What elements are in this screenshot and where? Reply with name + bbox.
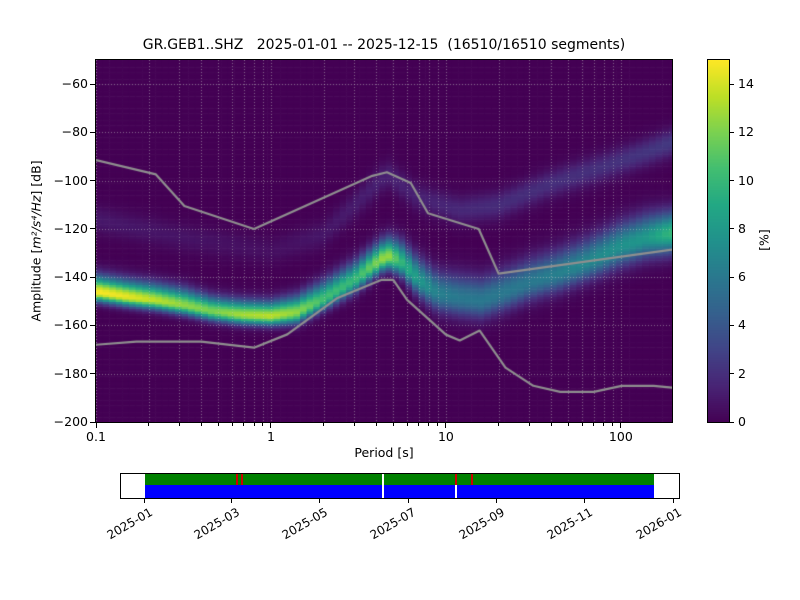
timeline-tick <box>673 499 675 503</box>
colorbar-tick <box>730 421 734 423</box>
x-tick-label: 0.1 <box>86 429 106 444</box>
x-axis-minor-tick <box>353 423 355 426</box>
timeline-date-label: 2025-09 <box>456 505 507 543</box>
colorbar-label: [%] <box>756 229 772 251</box>
y-axis-tick <box>90 373 95 375</box>
plot-title: GR.GEB1..SHZ 2025-01-01 -- 2025-12-15 (1… <box>142 37 626 53</box>
x-axis-minor-tick <box>243 423 245 426</box>
colorbar-tick-label: 12 <box>738 124 754 140</box>
x-axis-minor-tick <box>200 423 202 426</box>
x-axis-minor-tick <box>392 423 394 426</box>
y-tick-label: −140 <box>53 269 88 285</box>
x-axis-minor-tick <box>567 423 569 426</box>
data-gap <box>454 485 457 498</box>
timeline-tick <box>144 499 146 503</box>
timeline-tick <box>496 499 498 503</box>
x-axis-minor-tick <box>231 423 233 426</box>
colorbar-tick <box>730 324 734 326</box>
colorbar-tick-label: 10 <box>738 172 754 188</box>
segments-gap <box>381 474 384 485</box>
x-axis-minor-tick <box>428 423 430 426</box>
colorbar-tick-label: 14 <box>738 76 754 92</box>
timeline-date-label: 2025-11 <box>544 505 595 543</box>
x-tick-label: 10 <box>437 429 454 444</box>
y-axis-tick <box>90 276 95 278</box>
x-axis-minor-tick <box>262 423 264 426</box>
colorbar-tick <box>730 180 734 182</box>
data-gap <box>381 485 384 498</box>
y-axis-tick <box>90 131 95 133</box>
y-tick-label: −200 <box>53 414 88 429</box>
timeline-date-label: 2025-03 <box>191 505 242 543</box>
ppsd-heatmap-canvas <box>96 60 672 422</box>
colorbar-tick <box>730 131 734 133</box>
x-axis-tick <box>445 423 447 428</box>
x-axis-minor-tick <box>375 423 377 426</box>
timeline-tick <box>584 499 586 503</box>
x-axis-label: Period [s] <box>354 445 414 460</box>
gap-marker <box>240 474 243 485</box>
x-axis-minor-tick <box>148 423 150 426</box>
x-axis-minor-tick <box>418 423 420 426</box>
timeline-date-label: 2025-01 <box>104 505 155 543</box>
x-axis-minor-tick <box>612 423 614 426</box>
x-axis-tick <box>270 423 272 428</box>
y-tick-label: −120 <box>53 220 88 236</box>
timeline-date-label: 2025-07 <box>367 505 419 543</box>
colorbar-tick <box>730 276 734 278</box>
gap-marker <box>470 474 473 485</box>
y-axis-tick <box>90 228 95 230</box>
y-axis-tick <box>90 421 95 423</box>
colorbar-tick <box>730 373 734 375</box>
timeline-date-label: 2025-05 <box>279 505 330 543</box>
colorbar-tick-label: 0 <box>738 414 746 429</box>
colorbar-canvas <box>708 60 729 422</box>
colorbar-tick-label: 4 <box>738 317 746 333</box>
data-availability-bar <box>144 485 654 498</box>
gap-marker <box>454 474 457 485</box>
x-axis-minor-tick <box>528 423 530 426</box>
y-tick-label: −160 <box>53 317 88 333</box>
x-tick-label: 1 <box>266 429 275 444</box>
x-axis-minor-tick <box>603 423 605 426</box>
y-axis-tick <box>90 83 95 85</box>
x-axis-minor-tick <box>593 423 595 426</box>
x-tick-label: 100 <box>608 429 633 444</box>
x-axis-minor-tick <box>581 423 583 426</box>
timeline-tick <box>319 499 321 503</box>
x-axis-minor-tick <box>406 423 408 426</box>
x-axis-minor-tick <box>217 423 219 426</box>
y-tick-label: −100 <box>53 172 88 188</box>
ppsd-axes <box>95 59 673 423</box>
x-axis-minor-tick <box>323 423 325 426</box>
segments-covered-bar <box>144 474 654 485</box>
x-axis-minor-tick <box>550 423 552 426</box>
y-tick-label: −60 <box>61 76 88 92</box>
x-axis-minor-tick <box>437 423 439 426</box>
x-axis-minor-tick <box>253 423 255 426</box>
colorbar-tick <box>730 83 734 85</box>
y-tick-label: −180 <box>53 365 88 381</box>
colorbar-tick <box>730 228 734 230</box>
timeline-date-label: 2026-01 <box>633 505 684 543</box>
y-axis-tick <box>90 324 95 326</box>
y-tick-label: −80 <box>61 124 88 140</box>
timeline-coverage-bar <box>120 473 680 499</box>
x-axis-minor-tick <box>498 423 500 426</box>
gap-marker <box>236 474 238 485</box>
colorbar-tick-label: 8 <box>738 220 746 236</box>
y-axis-tick <box>90 180 95 182</box>
colorbar-tick-label: 6 <box>738 269 746 285</box>
colorbar-tick-label: 2 <box>738 365 746 381</box>
x-axis-minor-tick <box>178 423 180 426</box>
timeline-tick <box>231 499 233 503</box>
colorbar <box>707 59 730 423</box>
x-axis-tick <box>95 423 97 428</box>
timeline-tick <box>407 499 409 503</box>
x-axis-tick <box>620 423 622 428</box>
